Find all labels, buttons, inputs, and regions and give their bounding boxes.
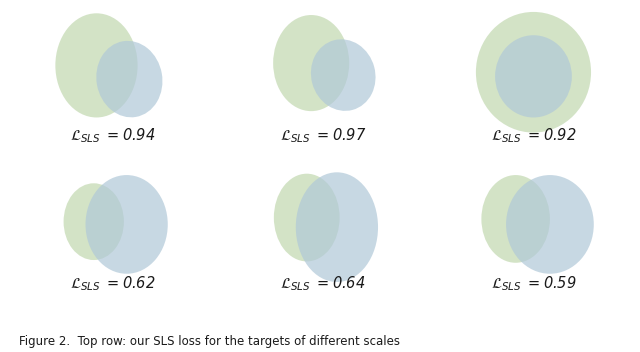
- Ellipse shape: [296, 172, 378, 282]
- Text: $\mathcal{L}_{SLS}$ $= $0.59: $\mathcal{L}_{SLS}$ $= $0.59: [491, 274, 577, 293]
- Ellipse shape: [495, 35, 572, 118]
- Ellipse shape: [273, 15, 349, 111]
- Ellipse shape: [63, 183, 124, 260]
- Text: $\mathcal{L}_{SLS}$ $= $0.64: $\mathcal{L}_{SLS}$ $= $0.64: [280, 274, 366, 293]
- Ellipse shape: [506, 175, 594, 274]
- Ellipse shape: [311, 39, 376, 111]
- Ellipse shape: [476, 12, 591, 133]
- Ellipse shape: [96, 41, 163, 117]
- Ellipse shape: [55, 13, 138, 118]
- Ellipse shape: [86, 175, 168, 274]
- Text: $\mathcal{L}_{SLS}$ $= $0.97: $\mathcal{L}_{SLS}$ $= $0.97: [280, 126, 367, 145]
- Ellipse shape: [274, 174, 340, 262]
- Text: $\mathcal{L}_{SLS}$ $= $0.62: $\mathcal{L}_{SLS}$ $= $0.62: [70, 274, 156, 293]
- Text: $\mathcal{L}_{SLS}$ $= $0.94: $\mathcal{L}_{SLS}$ $= $0.94: [70, 126, 156, 145]
- Text: $\mathcal{L}_{SLS}$ $= $0.92: $\mathcal{L}_{SLS}$ $= $0.92: [491, 126, 577, 145]
- Text: Figure 2.  Top row: our SLS loss for the targets of different scales: Figure 2. Top row: our SLS loss for the …: [19, 335, 400, 348]
- Ellipse shape: [481, 175, 550, 263]
